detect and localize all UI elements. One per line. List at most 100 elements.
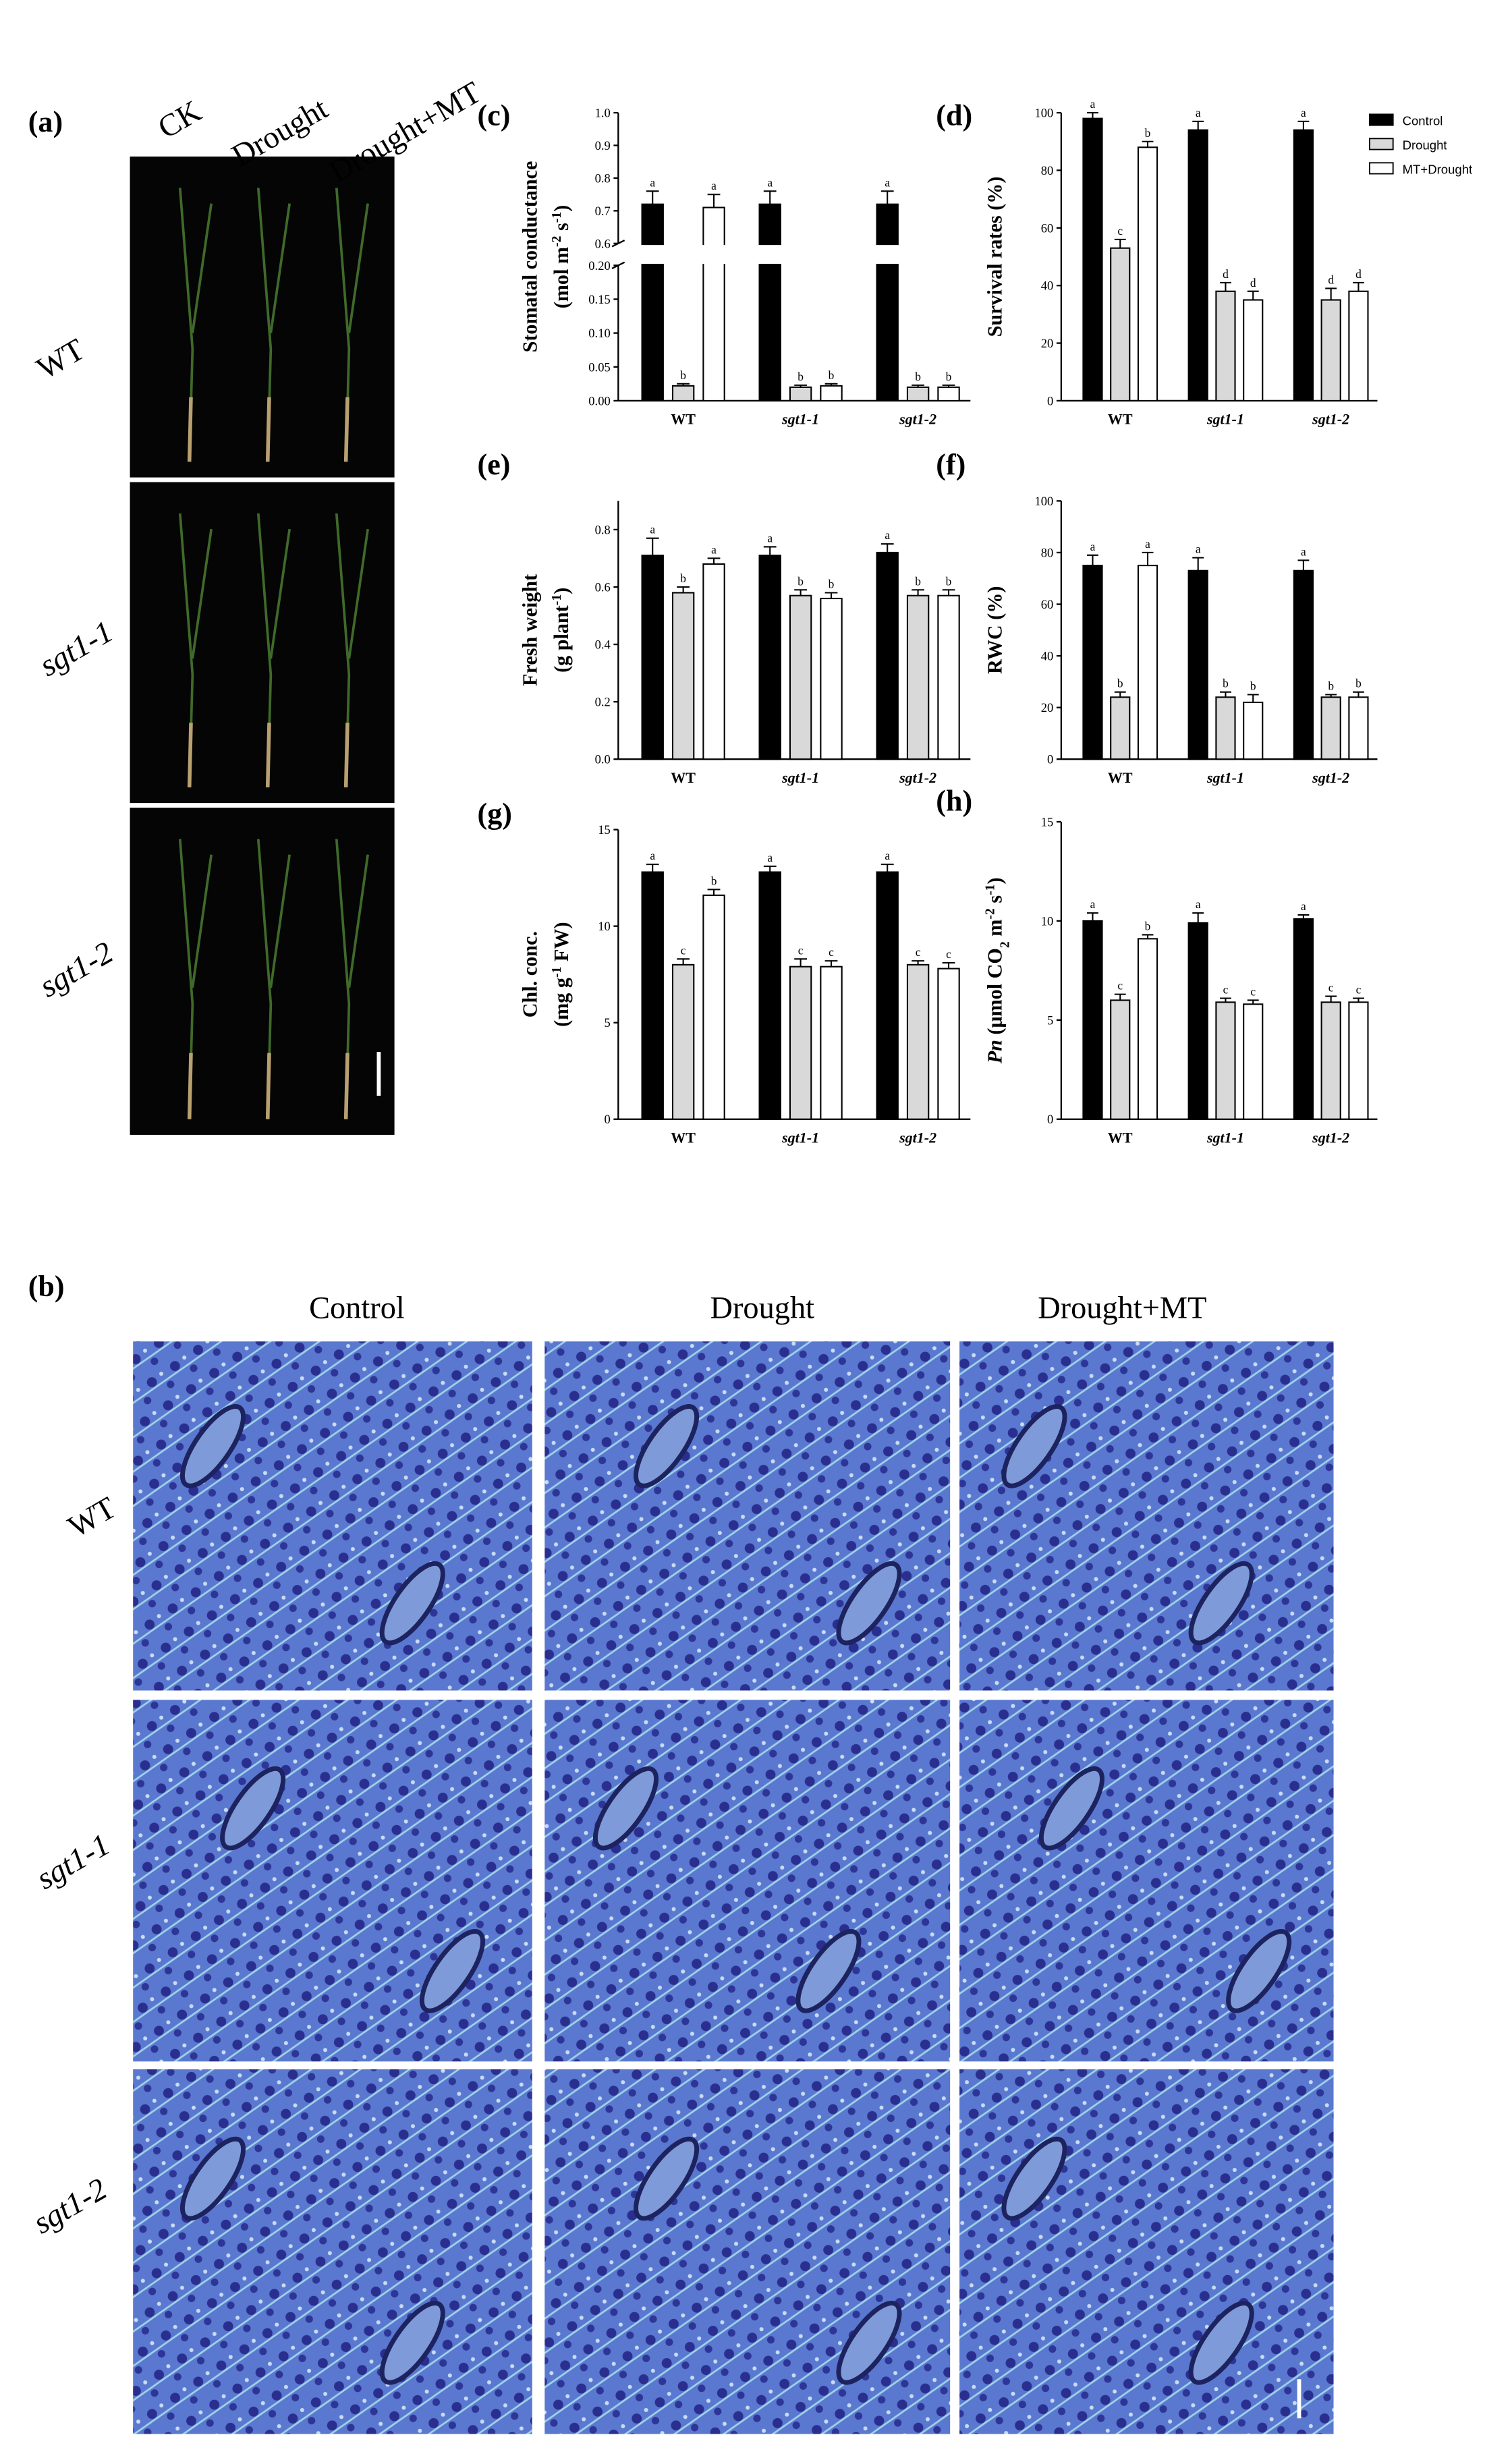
stoma [1038,1766,1104,1851]
y-tick-label: 0 [1047,753,1053,767]
stoma [220,1766,286,1851]
y-axis-title-part: Survival rates (%) [984,177,1007,337]
error-bar [824,592,838,599]
bar [937,386,960,401]
error-bar [1247,999,1259,1005]
error-bar [1142,934,1154,939]
bar [1293,129,1314,401]
x-tick-label: sgt1-1 [1206,1129,1244,1146]
bar [906,594,930,760]
bar [1215,696,1236,760]
row-label: WT [63,1490,122,1544]
x-tick-label: WT [1108,411,1133,428]
panel-label: (d) [936,99,972,132]
error-bar [1192,912,1204,923]
root [265,397,271,462]
significance-letter: b [680,572,686,585]
error-bar [1353,281,1364,291]
significance-letter: d [1223,268,1229,281]
y-tick-label: 40 [1041,279,1054,293]
bar [1243,1003,1264,1120]
y-axis-title-part: ) [984,877,1007,884]
y-tick-label: 0.7 [595,204,611,219]
bar [1215,1001,1236,1120]
y-tick-label: 0.10 [588,327,610,341]
error-bar [824,960,838,967]
x-tick-label: WT [671,411,696,428]
error-bar [1353,997,1364,1003]
bar [937,968,960,1120]
error-bar [1297,120,1310,130]
root [265,1053,271,1119]
bar [1187,922,1208,1120]
stoma [592,1766,659,1851]
y-tick-label: 80 [1041,164,1054,178]
error-bar [1220,997,1231,1003]
column-label: Drought+MT [323,76,486,190]
y-axis-title-part: (g plant [550,605,573,673]
micrograph [544,1341,951,1691]
y-tick-label: 100 [1034,495,1053,509]
x-tick-label: sgt1-1 [1206,769,1244,786]
y-axis-title-part: RWC (%) [984,586,1007,674]
micrograph [133,1341,532,1691]
significance-letter: b [1145,127,1151,140]
column-label: Drought+MT [1038,1291,1206,1325]
bar [1320,299,1341,401]
y-tick-label: 0 [604,1113,610,1127]
bar [820,385,843,401]
significance-letter: a [1145,538,1150,551]
y-axis-title-part: -1 [983,884,998,895]
bar [789,594,812,760]
stoma [1001,1404,1067,1488]
significance-letter: c [1117,225,1123,237]
bar [641,555,664,760]
bar [1320,1001,1341,1120]
x-tick-label: sgt1-1 [781,1129,819,1146]
error-bar [1220,691,1231,698]
y-tick-label: 0 [1047,394,1053,408]
bar [1082,117,1103,401]
bar [702,563,725,760]
bar [758,871,781,1120]
y-axis-title-part: s [984,895,1007,908]
error-bar [707,557,721,564]
error-bar [1353,691,1364,698]
y-tick-label: 5 [604,1016,610,1030]
root [265,723,271,788]
significance-letter: a [1301,107,1306,119]
stoma [179,1404,246,1488]
stoma [1188,1561,1254,1646]
y-axis-title-part: -2 [549,236,564,247]
micrograph [959,2069,1334,2434]
y-axis-title: Chl. conc. [519,931,542,1017]
significance-letter: b [1250,680,1256,693]
bar [1110,696,1131,760]
error-bar [677,958,690,965]
y-tick-label: 20 [1041,337,1054,351]
error-bar [1325,694,1337,698]
panel-label: (e) [478,448,511,481]
y-axis-title-part: Chl. conc. [519,931,542,1017]
error-bar [677,586,690,593]
y-axis-title-part: 2 [998,941,1013,948]
bar [702,894,725,1120]
plant-photo [130,808,395,1135]
significance-letter: a [1090,540,1096,553]
bar [1320,696,1341,760]
bar [906,386,930,401]
significance-letter: c [1356,984,1362,997]
x-tick-label: WT [671,769,696,786]
y-axis-title-part: (μmol CO [984,948,1007,1040]
bar [820,597,843,760]
significance-letter: b [1355,677,1362,690]
error-bar [1142,551,1154,566]
significance-letter: c [916,946,921,959]
x-tick-label: WT [671,1129,696,1146]
y-axis-title-part: Stomatal conductance [519,161,542,353]
y-tick-label: 0.05 [588,360,610,374]
stoma [634,1404,700,1488]
y-tick-label: 0.6 [595,580,611,594]
significance-letter: a [1196,107,1201,119]
root [187,723,193,788]
